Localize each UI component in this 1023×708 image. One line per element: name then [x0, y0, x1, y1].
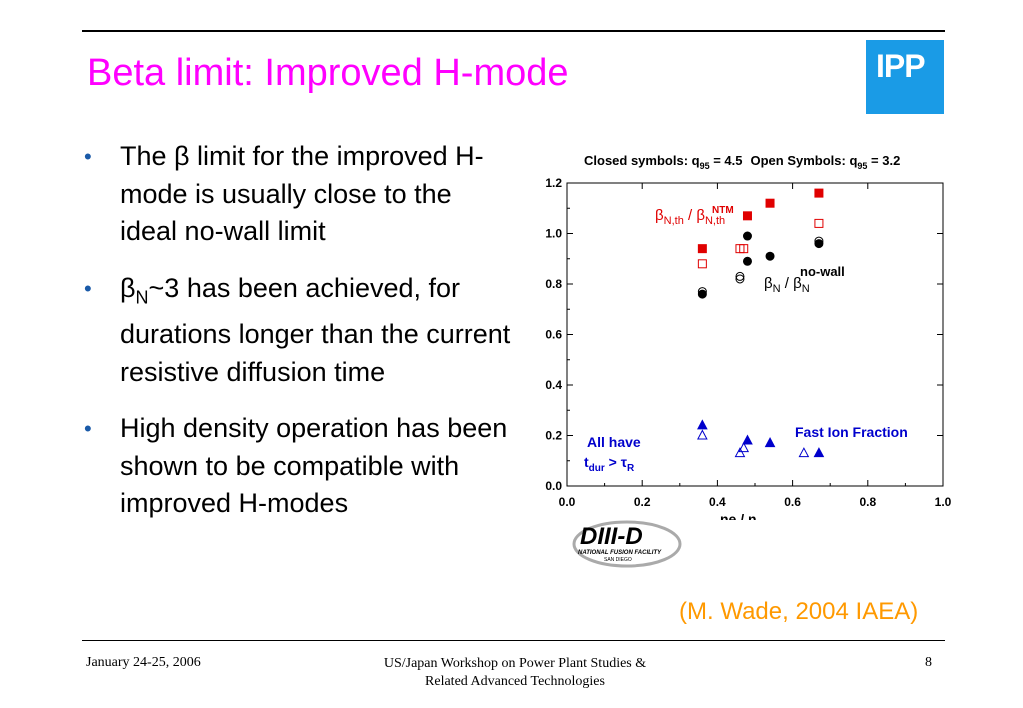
footer-date: January 24-25, 2006 — [86, 655, 201, 670]
ntm-superscript: NTM — [712, 205, 734, 216]
beta-scatter-chart: Closed symbols: q95 = 4.5 Open Symbols: q… — [545, 153, 951, 520]
beta-symbol: β — [120, 272, 136, 303]
nowall-closed-point — [814, 239, 824, 249]
axes: 0.0 0.2 0.4 0.6 0.8 1.0 1.2 0.0 0.2 0.4 0.6 0.8 1.0 — [545, 176, 951, 509]
data-points — [697, 188, 825, 458]
slide-title: Beta limit: Improved H-mode — [87, 52, 569, 94]
ntm-closed-point — [697, 244, 707, 254]
footer-line-1: US/Japan Workshop on Power Plant Studies… — [383, 656, 647, 671]
diiid-logo: DIII-D NATIONAL FUSION FACILITY SAN DIEG… — [572, 520, 682, 568]
fast-ion-open-point — [697, 429, 708, 440]
y-tick-label: 0.6 — [545, 328, 562, 342]
beta-subscript: N — [135, 286, 149, 307]
ipp-logo: IPP — [866, 40, 944, 114]
citation: (M. Wade, 2004 IAEA) — [679, 598, 919, 625]
bullet-item: • High density operation has been shown … — [82, 410, 512, 523]
x-tick-label: 0.0 — [559, 495, 576, 509]
nowall-open-point — [814, 236, 824, 246]
bullet-text: High density operation has been shown to… — [120, 413, 508, 519]
nowall-superscript: no-wall — [800, 264, 845, 279]
ntm-annotation: βN,th / βN,th — [655, 207, 725, 227]
tdur-label: tdur > τR — [584, 454, 635, 474]
x-tick-label: 0.8 — [859, 495, 876, 509]
diiid-logo-text: DIII-D — [580, 523, 643, 550]
fast-ion-open-point — [734, 447, 746, 458]
footer-line-2: Related Advanced Technologies — [425, 674, 605, 689]
page-number: 8 — [925, 655, 932, 670]
y-tick-label: 0.2 — [545, 429, 562, 443]
ntm-closed-point — [814, 188, 824, 198]
y-tick-label: 0.0 — [545, 479, 562, 493]
bullet-item: • βN~3 has been achieved, for durations … — [82, 270, 512, 392]
nowall-closed-point — [697, 289, 707, 299]
nowall-open-point — [735, 274, 745, 284]
fast-ion-closed-point — [697, 419, 708, 430]
y-tick-label: 1.0 — [545, 227, 562, 241]
x-tick-label: 0.2 — [634, 495, 651, 509]
top-rule — [82, 30, 945, 32]
nowall-annotation: βN / βN — [764, 275, 810, 295]
nowall-closed-point — [765, 251, 775, 261]
bullet-icon: • — [84, 416, 92, 442]
x-axis-label: ne / nGW — [720, 511, 774, 520]
nowall-closed-point — [742, 256, 752, 266]
fast-ion-closed-point — [764, 437, 776, 448]
footer-title: US/Japan Workshop on Power Plant Studies… — [330, 655, 700, 691]
x-tick-label: 0.6 — [784, 495, 801, 509]
y-tick-label: 0.4 — [545, 378, 562, 392]
bullet-icon: • — [84, 144, 92, 169]
diiid-logo-location: SAN DIEGO — [604, 557, 632, 563]
ntm-closed-point — [742, 211, 752, 221]
nowall-open-point — [735, 271, 745, 281]
x-tick-label: 1.0 — [935, 495, 952, 509]
chart-title: Closed symbols: q95 = 4.5 Open Symbols: q… — [584, 153, 900, 171]
nowall-closed-point — [742, 231, 752, 241]
y-tick-label: 0.8 — [545, 277, 562, 291]
diiid-logo-swoosh — [572, 520, 682, 568]
diiid-logo-subtitle: NATIONAL FUSION FACILITY — [578, 550, 662, 556]
ntm-open-point — [697, 259, 707, 269]
ntm-open-point — [739, 244, 749, 254]
fast-ion-open-point — [738, 442, 750, 453]
bottom-rule — [82, 640, 945, 641]
ntm-closed-point — [765, 198, 775, 208]
ntm-open-point — [814, 218, 824, 228]
fast-ion-closed-point — [742, 434, 753, 445]
bullet-item: • The β limit for the improved H-mode is… — [82, 138, 512, 251]
bullet-text: The β limit for the improved H-mode is u… — [120, 141, 484, 246]
y-tick-label: 1.2 — [545, 176, 562, 190]
fast-ion-open-point — [798, 447, 810, 458]
x-tick-label: 0.4 — [709, 495, 726, 509]
bullet-list: • The β limit for the improved H-mode is… — [82, 138, 512, 542]
all-have-label: All have — [587, 434, 641, 450]
bullet-text: ~3 has been achieved, for durations long… — [120, 272, 511, 387]
bullet-icon: • — [84, 275, 92, 301]
fast-ion-closed-point — [813, 447, 825, 458]
fast-ion-label: Fast Ion Fraction — [795, 424, 908, 440]
nowall-open-point — [697, 287, 707, 297]
